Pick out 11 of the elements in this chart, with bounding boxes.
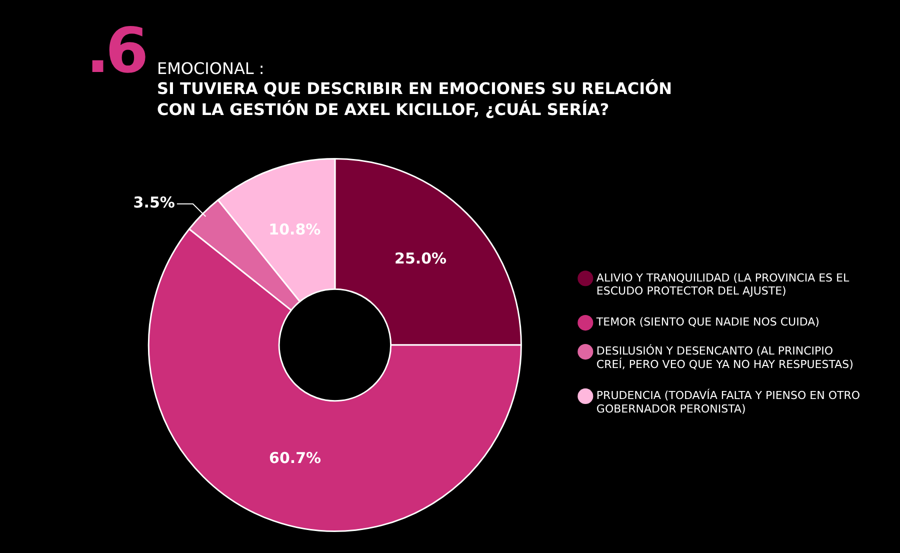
legend-label: TEMOR (SIENTO QUE NADIE NOS CUIDA) [595,316,820,329]
chart-title: EMOCIONAL : [157,59,264,78]
text: .6 [86,14,145,87]
data-label: 10.8% [268,220,321,239]
legend-label: ALIVIO Y TRANQUILIDAD (LA PROVINCIA ES EL ESCUDO PROTECTOR DEL AJUSTE) [596,271,850,298]
legend-label: DESILUSIÓN Y DESENCANTO (AL PRINCIPIO CREÍ, PERO VEO QUE YA NO HAY RESPUESTAS) [596,344,854,371]
chart-subtitle: SI TUVIERA QUE DESCRIBIR EN EMOCIONES SU RELACIÓN CON LA GESTIÓN DE AXEL KICILLOF, ¿CUÁL SERÍA? [157,78,674,120]
data-label: 3.5% [133,194,175,212]
legend-label: PRUDENCIA (TODAVÍA FALTA Y PIENSO EN OTRO GOBERNADOR PERONISTA) [596,388,860,416]
data-label: 25.0% [394,249,447,268]
data-label: 60.7% [269,449,322,468]
